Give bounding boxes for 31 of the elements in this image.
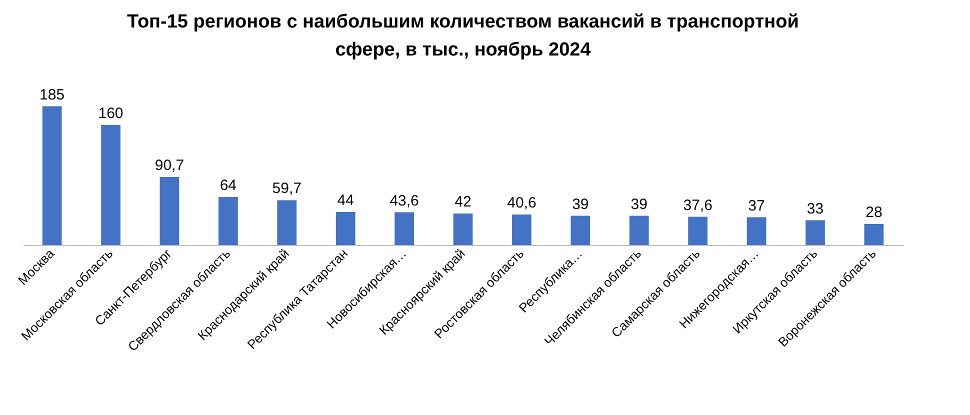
chart-title: Топ-15 регионов с наибольшим количеством вакансий в транспортной сфере, в тыс., ноябрь 2024 (127, 11, 799, 60)
bar (42, 106, 62, 245)
bar (688, 216, 708, 245)
data-label: 37 (748, 197, 765, 214)
data-label: 59,7 (272, 180, 302, 198)
data-label: 43,6 (390, 192, 419, 210)
data-label: 39 (572, 196, 589, 213)
data-label: 37,6 (683, 196, 712, 214)
bar (101, 125, 120, 245)
data-label: 40,6 (507, 194, 536, 212)
data-label: 160 (98, 105, 124, 122)
data-label: 64 (220, 177, 237, 194)
bar (336, 212, 356, 245)
data-label: 90,7 (154, 156, 184, 174)
bar (512, 214, 532, 245)
bar (453, 214, 473, 245)
data-label: 33 (806, 200, 824, 218)
bar (864, 224, 884, 245)
bar (394, 212, 414, 245)
data-label: 185 (40, 86, 65, 104)
bar (570, 216, 590, 245)
bar (160, 176, 180, 245)
bar (806, 220, 825, 245)
data-label: 44 (337, 192, 354, 209)
data-label: 39 (630, 196, 648, 213)
bar (629, 216, 649, 245)
data-label: 28 (866, 204, 882, 221)
bar (746, 217, 766, 245)
bar (277, 200, 297, 245)
data-label: 42 (454, 194, 472, 210)
bar (218, 197, 238, 245)
